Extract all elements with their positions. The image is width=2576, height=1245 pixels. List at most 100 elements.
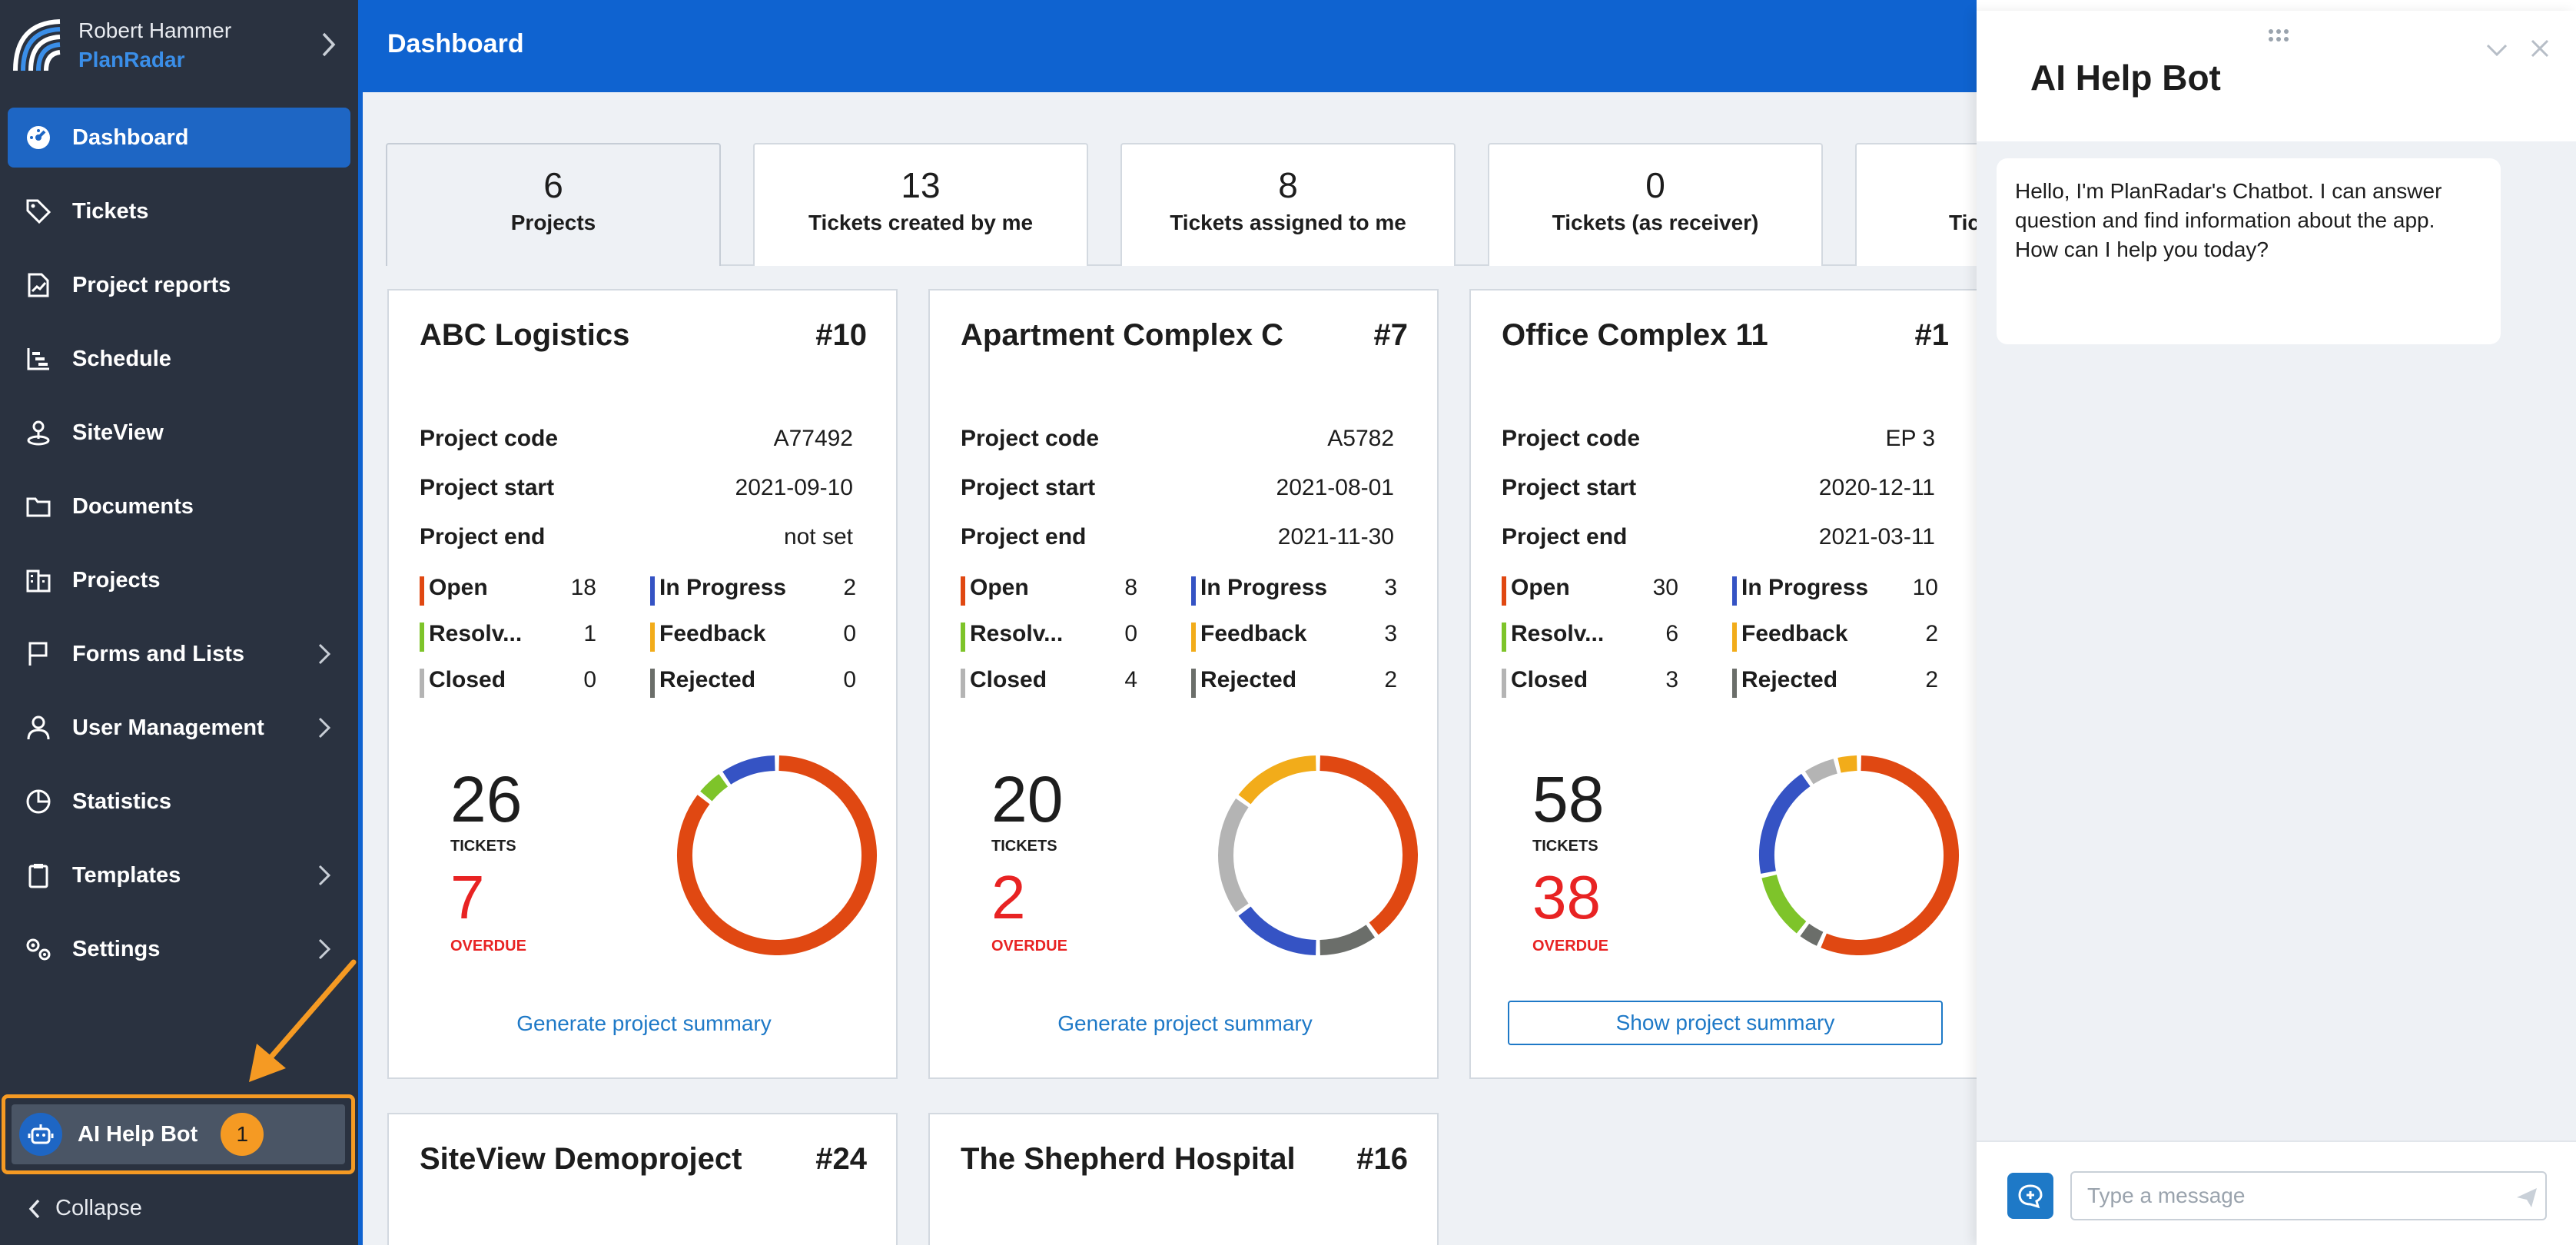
chat-messages: Hello, I'm PlanRadar's Chatbot. I can an… [1977,141,2576,1140]
project-number: #24 [815,1142,867,1176]
tab-projects[interactable]: 6 Projects [386,143,721,266]
sidebar-item-projects[interactable]: Projects [8,550,350,610]
status-count: 6 [1665,621,1678,646]
top-bar: Dashboard [363,0,1977,92]
sidebar-item-label: Dashboard [72,124,189,150]
status-open[interactable]: Open 30 [1502,575,1678,606]
status-feedback[interactable]: Feedback 0 [650,621,856,652]
status-label: In Progress [1741,575,1869,600]
user-icon [23,712,54,743]
status-feedback[interactable]: Feedback 3 [1191,621,1397,652]
status-count: 2 [1384,667,1397,692]
info-value: EP 3 [1885,426,1936,451]
status-feedback[interactable]: Feedback 2 [1732,621,1938,652]
status-closed[interactable]: Closed 0 [420,667,596,698]
sidebar-item-label: User Management [72,715,264,740]
sidebar-item-ai-help-bot[interactable]: AI Help Bot 1 [12,1104,345,1164]
project-number: #1 [1914,318,1950,352]
tab-label: Projects [510,211,596,234]
status-closed[interactable]: Closed 4 [961,667,1137,698]
tab-partial[interactable]: Tick [1855,143,1977,266]
chevron-right-icon [322,32,336,57]
status-color-bar [1191,669,1196,698]
sidebar-edge [358,0,363,1245]
ticket-total: 26 [450,763,523,835]
donut-segment-closed [1804,759,1838,785]
drag-handle-icon[interactable] [2267,28,2290,43]
info-value: not set [783,524,853,549]
status-rejected[interactable]: Rejected 0 [650,667,856,698]
status-open[interactable]: Open 8 [961,575,1137,606]
tab-tickets-created-by-me[interactable]: 13 Tickets created by me [753,143,1088,266]
info-value: 2021-03-11 [1818,524,1935,549]
send-icon[interactable] [2515,1185,2539,1210]
tickets-caption: TICKETS [450,838,516,855]
user-menu[interactable]: Robert Hammer PlanRadar [0,0,358,91]
project-card[interactable]: SiteView Demoproject #24 [387,1113,898,1245]
project-number: #10 [815,318,867,352]
status-rejected[interactable]: Rejected 2 [1732,667,1938,698]
info-label: Project start [961,475,1096,500]
info-label: Project code [961,426,1100,451]
sidebar-item-documents[interactable]: Documents [8,476,350,536]
status-resolved[interactable]: Resolv... 1 [420,621,596,652]
chat-message-input[interactable] [2070,1171,2547,1220]
sidebar-item-user-management[interactable]: User Management [8,698,350,758]
tab-label: Tickets created by me [808,211,1034,234]
project-card[interactable]: ABC Logistics #10 Project code A77492 Pr… [387,289,898,1079]
donut-segment-in-progress [1759,773,1811,874]
status-count: 0 [843,621,856,646]
sidebar-item-siteview[interactable]: SiteView [8,403,350,463]
donut-segment-feedback [1238,755,1316,805]
sidebar-item-project-reports[interactable]: Project reports [8,255,350,315]
info-label: Project start [1502,475,1637,500]
status-in-progress[interactable]: In Progress 3 [1191,575,1397,606]
pie-chart-icon [23,786,54,817]
status-count: 2 [1925,621,1938,646]
project-name: SiteView Demoproject [420,1142,742,1176]
status-label: Closed [1511,667,1588,692]
status-resolved[interactable]: Resolv... 6 [1502,621,1678,652]
ai-help-bot-label: AI Help Bot [78,1121,198,1147]
tickets-caption: TICKETS [991,838,1057,855]
dashboard-icon [23,122,54,153]
info-label: Project end [1502,524,1628,549]
sidebar-item-templates[interactable]: Templates [8,845,350,905]
chat-header: AI Help Bot [1977,11,2576,141]
generate-project-summary-link[interactable]: Generate project summary [516,1011,772,1035]
sidebar-item-forms-and-lists[interactable]: Forms and Lists [8,624,350,684]
status-color-bar [650,576,655,606]
status-rejected[interactable]: Rejected 2 [1191,667,1397,698]
tab-count [1857,164,1977,206]
sidebar-item-tickets[interactable]: Tickets [8,181,350,241]
status-label: Feedback [1200,621,1307,646]
project-card[interactable]: Apartment Complex C #7 Project code A578… [928,289,1439,1079]
tab-label: Tickets (as receiver) [1552,211,1759,234]
show-project-summary-button[interactable]: Show project summary [1508,1001,1943,1045]
sidebar-item-dashboard[interactable]: Dashboard [8,108,350,168]
tab-tickets-assigned-to-me[interactable]: 8 Tickets assigned to me [1120,143,1456,266]
sidebar-item-statistics[interactable]: Statistics [8,772,350,832]
annotation-arrow-icon [249,959,357,1082]
close-icon[interactable] [2528,37,2551,60]
project-card[interactable]: The Shepherd Hospital #16 [928,1113,1439,1245]
tag-icon [23,196,54,227]
status-color-bar [961,669,965,698]
status-in-progress[interactable]: In Progress 10 [1732,575,1938,606]
projects-icon [23,565,54,596]
chevron-down-icon[interactable] [2484,37,2510,63]
status-open[interactable]: Open 18 [420,575,596,606]
sidebar-item-schedule[interactable]: Schedule [8,329,350,389]
status-closed[interactable]: Closed 3 [1502,667,1678,698]
status-in-progress[interactable]: In Progress 2 [650,575,856,606]
generate-project-summary-link[interactable]: Generate project summary [1057,1011,1313,1035]
dashboard-main: 6 Projects 13 Tickets created by me 8 Ti… [363,92,1977,1245]
tab-tickets-as-receiver[interactable]: 0 Tickets (as receiver) [1488,143,1823,266]
project-card[interactable]: Office Complex 11 #1 Project code EP 3 P… [1469,289,1977,1079]
status-resolved[interactable]: Resolv... 0 [961,621,1137,652]
sidebar-item-settings[interactable]: Settings [8,919,350,979]
chevron-right-icon [318,865,331,886]
info-label: Project start [420,475,555,500]
status-count: 8 [1124,575,1137,600]
collapse-button[interactable]: Collapse [28,1196,142,1221]
